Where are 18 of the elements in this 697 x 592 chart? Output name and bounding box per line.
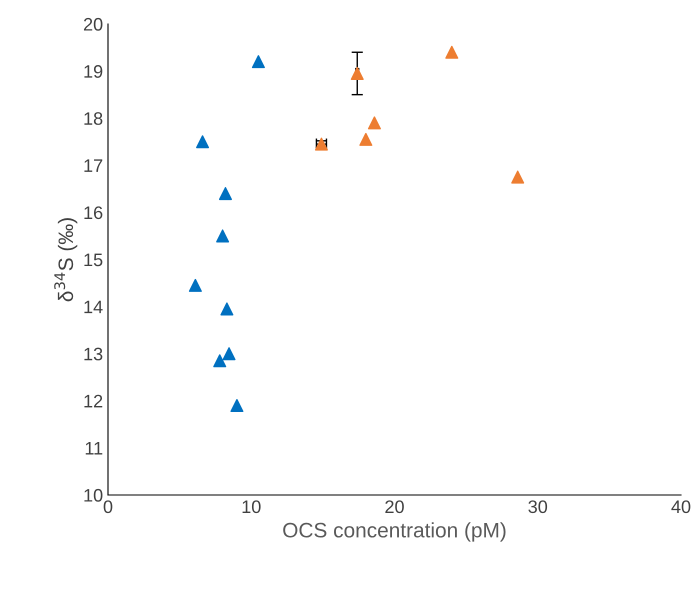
x-tick-label: 20 [385, 500, 404, 514]
y-tick-label: 11 [86, 442, 102, 454]
x-tick-label: 30 [528, 500, 548, 514]
x-tick-label: 0 [104, 500, 112, 514]
y-tick-label: 12 [84, 394, 102, 408]
x-tick-label: 40 [671, 500, 690, 514]
y-tick-label: 13 [84, 348, 102, 360]
y-tick-label: 14 [84, 300, 103, 314]
y-tick-label: 19 [84, 65, 102, 78]
y-tick-label: 18 [84, 112, 102, 125]
y-axis-title: δ$^{34}$S (‰) [54, 218, 78, 302]
y-tick-label: 17 [84, 159, 102, 172]
x-tick-label: 10 [242, 500, 261, 514]
y-tick-label: 16 [84, 206, 102, 220]
x-axis-title: OCS concentration (pM) [283, 522, 506, 542]
y-tick-label: 15 [84, 254, 102, 266]
y-tick-label: 20 [84, 18, 102, 31]
y-tick-label: 10 [84, 488, 102, 502]
